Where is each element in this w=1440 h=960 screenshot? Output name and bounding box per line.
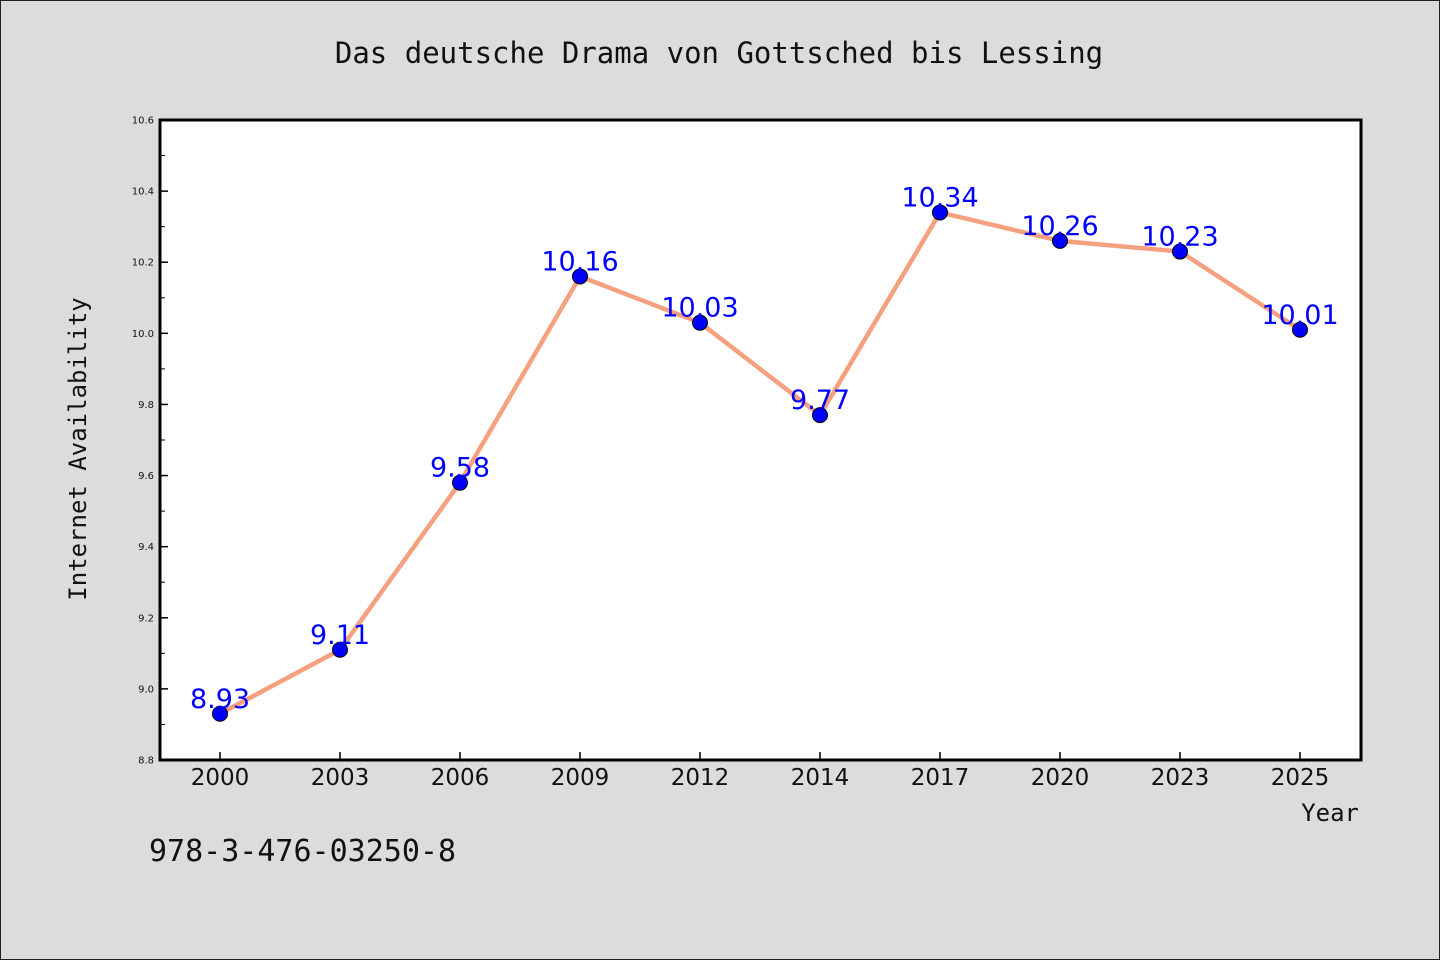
x-tick-label: 2017: [911, 765, 970, 791]
data-point: [932, 204, 948, 221]
y-tick-label: 10.0: [132, 329, 154, 340]
x-tick-label: 2023: [1151, 765, 1210, 791]
series-line-group: [212, 204, 1308, 722]
y-tick-label: 9.6: [138, 471, 154, 482]
data-point: [812, 407, 828, 424]
chart-title: Das deutsche Drama von Gottsched bis Les…: [335, 36, 1103, 70]
y-tick-label: 10.2: [132, 258, 154, 269]
data-label: 10.16: [541, 246, 618, 277]
y-axis-label: Internet Availability: [64, 297, 92, 600]
y-tick-label: 10.4: [132, 187, 154, 198]
data-label: 9.58: [430, 453, 490, 484]
data-point: [332, 641, 348, 658]
data-label-group: 8.93 9.11 9.58 10.16 10.03 9.77 10.34 10.26 10.2…: [190, 182, 1339, 714]
data-label: 10.26: [1021, 211, 1098, 242]
isbn-caption: 978-3-476-03250-8: [149, 834, 457, 869]
y-tick-label: 8.8: [138, 756, 154, 767]
x-tick-label: 2003: [311, 765, 370, 791]
y-tick-label: 9.2: [138, 613, 154, 624]
y-tick-label: 10.6: [132, 116, 154, 127]
data-point: [452, 474, 468, 491]
x-tick-label: 2014: [791, 765, 850, 791]
data-point: [1172, 243, 1188, 260]
x-tick-label: 2020: [1031, 765, 1090, 791]
data-point: [1292, 321, 1308, 338]
data-point: [212, 705, 228, 722]
x-tick-label: 2006: [431, 765, 490, 791]
x-tick-label: 2009: [551, 765, 610, 791]
series-line: [217, 210, 1303, 717]
x-axis: 2000 2003 2006 2009 2012 2014 2017 2020 2023 2025: [191, 752, 1330, 791]
data-label: 10.34: [901, 182, 978, 213]
x-axis-label: Year: [1301, 799, 1359, 827]
y-tick-label: 9.4: [138, 542, 154, 553]
data-label: 8.93: [190, 684, 250, 715]
data-label: 10.23: [1141, 222, 1218, 253]
data-point: [572, 268, 588, 285]
y-tick-label: 9.0: [138, 684, 154, 695]
data-label: 9.11: [310, 620, 370, 651]
x-tick-label: 2012: [671, 765, 730, 791]
data-label: 10.01: [1261, 300, 1338, 331]
data-label: 10.03: [661, 293, 738, 324]
y-axis: 8.8 9.0 9.2 9.4 9.6 9.8 10.0 10.2 10.4 10.6: [132, 116, 168, 767]
x-tick-label: 2025: [1271, 765, 1330, 791]
plot-area: [158, 118, 1363, 762]
x-tick-label: 2000: [191, 765, 250, 791]
data-label: 9.77: [790, 385, 850, 416]
data-point: [692, 314, 708, 331]
data-point: [1052, 232, 1068, 249]
y-tick-label: 9.8: [138, 400, 154, 411]
